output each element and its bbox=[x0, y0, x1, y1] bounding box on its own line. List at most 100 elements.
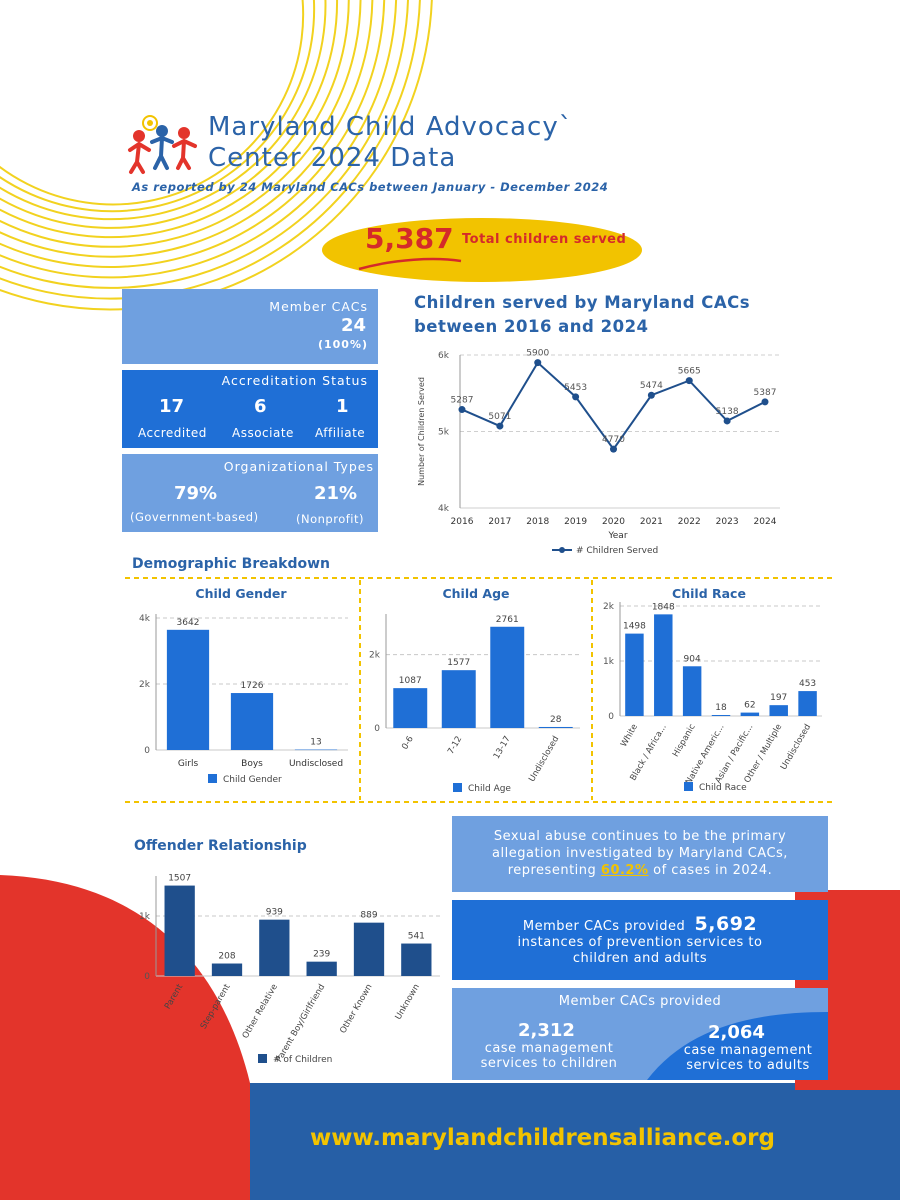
sexual-abuse-line-3: representing 60.2% of cases in 2024. bbox=[452, 862, 828, 879]
bar-x-tick: Undisclosed bbox=[289, 759, 343, 769]
associate-label: Associate bbox=[232, 426, 294, 440]
age-chart: 0 2k 1087 0-6 1577 7-12 2761 13-17 28 Undisclosed… bbox=[369, 614, 580, 794]
footer-url[interactable]: www.marylandchildrensalliance.org bbox=[310, 1125, 775, 1151]
decorative-arc bbox=[0, 0, 421, 300]
line-x-tick: 2024 bbox=[754, 517, 777, 527]
line-legend-marker bbox=[559, 547, 565, 553]
bar bbox=[306, 961, 337, 976]
bar-y-tick: 4k bbox=[139, 614, 151, 624]
bar-x-tick: Parent Boy/Girlfriend bbox=[274, 983, 327, 1065]
dashed-separators bbox=[125, 577, 835, 803]
bar-x-tick: Other Relative bbox=[241, 983, 280, 1041]
bar-data-label: 239 bbox=[313, 950, 330, 960]
bar-y-tick: 0 bbox=[144, 972, 150, 982]
accreditation-box: Accreditation Status 17 6 1 Accredited A… bbox=[122, 370, 378, 448]
line-data-label: 5900 bbox=[526, 349, 549, 359]
line-point bbox=[496, 422, 504, 430]
decorative-arc bbox=[0, 0, 362, 248]
bar-data-label: 3642 bbox=[177, 618, 200, 628]
government-label: (Government-based) bbox=[130, 510, 259, 524]
case-management-box: Member CACs provided 2,312 case manageme… bbox=[452, 988, 828, 1080]
bar-data-label: 197 bbox=[770, 693, 787, 703]
sexual-abuse-pct: 60.2% bbox=[600, 863, 649, 878]
bar bbox=[711, 715, 731, 716]
race-chart-title: Child Race bbox=[672, 586, 746, 601]
bar-y-tick: 2k bbox=[603, 602, 615, 612]
bar bbox=[441, 670, 476, 728]
line-data-label: 5474 bbox=[640, 381, 663, 391]
title-line-2: Center 2024 Data bbox=[208, 143, 457, 173]
case-children-line-1: case management bbox=[484, 1041, 614, 1056]
age-chart-title: Child Age bbox=[442, 586, 510, 601]
bar-data-label: 28 bbox=[550, 715, 562, 725]
bar-data-label: 889 bbox=[360, 911, 377, 921]
bar-data-label: 1848 bbox=[652, 602, 675, 612]
accreditation-label: Accreditation Status bbox=[221, 373, 368, 388]
bar-x-tick: 13-17 bbox=[492, 735, 513, 761]
bar-legend-label: Child Age bbox=[468, 784, 511, 794]
associate-value: 6 bbox=[254, 396, 267, 417]
bar-y-tick: 1k bbox=[139, 912, 151, 922]
line-data-label: 5665 bbox=[678, 367, 701, 377]
bar bbox=[401, 943, 432, 976]
line-y-label: Number of Children Served bbox=[417, 377, 426, 486]
bar-x-tick: Other Known bbox=[338, 983, 374, 1036]
prevention-label: Member CACs provided bbox=[522, 919, 686, 934]
decorative-arc bbox=[0, 0, 316, 213]
line-x-tick: 2016 bbox=[451, 517, 474, 527]
line-chart-title-line-1: Children served by Maryland CACs bbox=[414, 293, 751, 312]
bar bbox=[682, 666, 702, 716]
decorative-arc bbox=[0, 0, 433, 311]
bar bbox=[654, 614, 673, 716]
line-point bbox=[458, 406, 466, 414]
bar bbox=[230, 693, 274, 750]
bar-legend-label: Child Race bbox=[699, 783, 747, 793]
org-types-label: Organizational Types bbox=[223, 459, 374, 474]
bar-legend-swatch bbox=[684, 782, 693, 791]
nonprofit-label: (Nonprofit) bbox=[296, 512, 364, 526]
case-adults-line-1: case management bbox=[683, 1043, 813, 1058]
offender-title: Offender Relationship bbox=[134, 838, 307, 854]
line-x-tick: 2022 bbox=[678, 517, 701, 527]
line-x-tick: 2021 bbox=[640, 517, 663, 527]
line-data-label: 5138 bbox=[716, 407, 739, 417]
bar-y-tick: 2k bbox=[369, 651, 381, 661]
bar-legend-swatch bbox=[258, 1054, 267, 1063]
bar-legend-label: # of Children bbox=[273, 1055, 332, 1065]
prevention-line-2: instances of prevention services to bbox=[517, 935, 763, 950]
bar bbox=[294, 749, 338, 751]
line-chart-bg bbox=[410, 340, 830, 560]
total-label: Total children served bbox=[462, 232, 627, 247]
bar-data-label: 541 bbox=[408, 932, 425, 942]
government-value: 79% bbox=[174, 483, 218, 504]
line-x-tick: 2018 bbox=[526, 517, 549, 527]
case-children-line-2: services to children bbox=[480, 1056, 618, 1071]
page-title: Maryland Child Advocacy` Center 2024 Dat… bbox=[208, 112, 573, 174]
line-data-label: 5387 bbox=[754, 388, 777, 398]
prevention-line-1: Member CACs provided 5,692 bbox=[452, 915, 828, 935]
line-chart-title-line-2: between 2016 and 2024 bbox=[414, 317, 649, 336]
line-y-tick: 5k bbox=[438, 428, 450, 438]
line-point bbox=[572, 393, 580, 401]
bar-data-label: 2761 bbox=[496, 615, 519, 625]
member-cacs-pct: (100%) bbox=[317, 338, 368, 351]
bar-x-tick: White bbox=[619, 723, 640, 749]
bar-data-label: 1507 bbox=[168, 874, 191, 884]
bar-y-tick: 0 bbox=[144, 746, 150, 756]
bar-data-label: 1726 bbox=[241, 681, 264, 691]
bar-data-label: 1577 bbox=[447, 658, 470, 668]
decorative-arc bbox=[0, 0, 327, 221]
demographic-title: Demographic Breakdown bbox=[132, 556, 331, 572]
prevention-box: Member CACs provided 5,692 instances of … bbox=[452, 900, 828, 980]
decorative-arc bbox=[0, 0, 398, 279]
bar bbox=[259, 919, 290, 976]
org-types-box: Organizational Types 79% 21% (Government… bbox=[122, 454, 378, 532]
case-management-curve bbox=[647, 1012, 828, 1080]
line-chart: 4k 5k 6k Number of Children Served 5287 2016 5… bbox=[410, 340, 830, 560]
bar-data-label: 13 bbox=[310, 738, 321, 748]
bar-data-label: 1087 bbox=[399, 676, 422, 686]
bar-data-label: 62 bbox=[744, 701, 755, 711]
bar-x-tick: Step-parent bbox=[199, 982, 233, 1031]
bar bbox=[769, 705, 788, 716]
line-data-label: 4770 bbox=[602, 435, 625, 445]
